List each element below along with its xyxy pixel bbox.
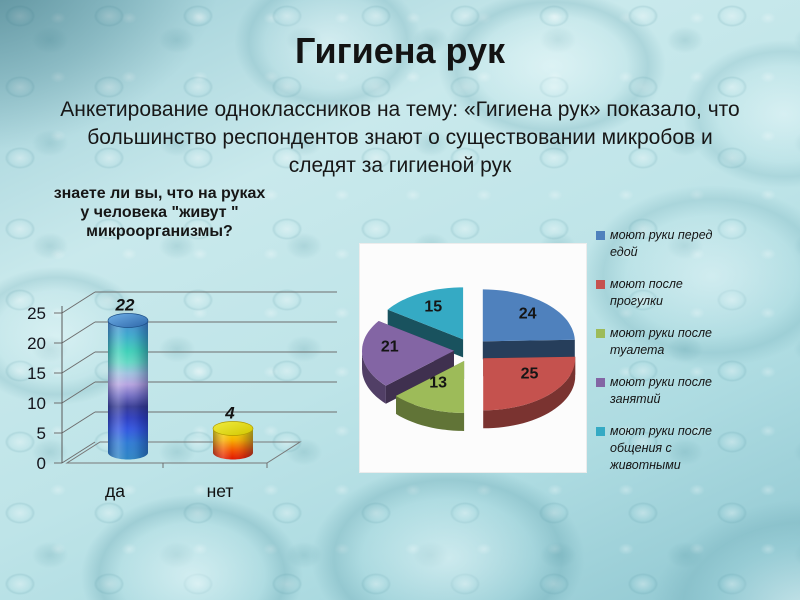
legend-item: моют руки после туалета xyxy=(596,325,716,359)
bar-chart-canvas: 0 5 10 15 20 25 22 да 4 нет xyxy=(27,291,337,501)
pie-value-label: 15 xyxy=(424,299,442,316)
pie-legend: моют руки перед едой моют после прогулки м… xyxy=(596,227,716,489)
legend-swatch-icon xyxy=(596,329,605,338)
pie-value-label: 21 xyxy=(381,339,399,356)
subtitle-line: Анкетирование одноклассников на тему: «Г… xyxy=(60,98,740,121)
legend-item: моют после прогулки xyxy=(596,276,716,310)
slide-subtitle: Анкетирование одноклассников на тему: «Г… xyxy=(36,96,764,180)
legend-item: моют руки после занятий xyxy=(596,374,716,408)
bar-cylinder-нет xyxy=(212,421,254,460)
pie-chart-panel: 24 25 13 21 15 xyxy=(359,243,587,473)
pie-slice-3 xyxy=(362,321,454,404)
legend-item: моют руки после общения с животными xyxy=(596,423,716,474)
pie-chart-canvas: 24 25 13 21 15 xyxy=(362,287,576,431)
legend-swatch-icon xyxy=(596,280,605,289)
bar-y-tick-label: 15 xyxy=(27,364,46,383)
bar-cylinder-да xyxy=(107,313,149,460)
bar-chart-title-line: знаете ли вы, что на руках xyxy=(53,185,266,202)
bar-chart-title: знаете ли вы, что на руках у человека "ж… xyxy=(42,184,277,241)
bar-category-label: да xyxy=(105,481,125,501)
bar-category-label: нет xyxy=(207,481,234,501)
bar-y-tick-label: 25 xyxy=(27,304,46,323)
legend-label: моют руки после туалета xyxy=(610,326,713,357)
legend-swatch-icon xyxy=(596,378,605,387)
pie-value-label: 24 xyxy=(519,306,537,323)
pie-slice-2 xyxy=(396,361,465,431)
bar-chart-title-line: у человека "живут " xyxy=(80,204,239,221)
legend-label: моют после прогулки xyxy=(610,277,683,308)
pie-slice-0 xyxy=(482,289,575,360)
bar-y-tick-label: 5 xyxy=(37,424,46,443)
legend-label: моют руки после занятий xyxy=(610,375,713,406)
subtitle-line: следят за гигиеной рук xyxy=(288,154,512,177)
bar-y-tick-label: 20 xyxy=(27,334,46,353)
legend-item: моют руки перед едой xyxy=(596,227,716,261)
pie-slice-4 xyxy=(387,287,464,358)
bar-y-tick-label: 10 xyxy=(27,394,46,413)
legend-label: моют руки после общения с животными xyxy=(610,424,713,472)
pie-slice-1 xyxy=(483,356,576,429)
bar-value-label: 4 xyxy=(224,404,235,423)
legend-label: моют руки перед едой xyxy=(610,228,713,259)
bar-gridlines xyxy=(54,291,337,468)
page-title: Гигиена рук xyxy=(294,30,506,71)
bar-y-tick-label: 0 xyxy=(37,454,46,473)
legend-swatch-icon xyxy=(596,427,605,436)
legend-swatch-icon xyxy=(596,231,605,240)
bar-chart-title-line: микроорганизмы? xyxy=(86,223,233,240)
pie-value-label: 13 xyxy=(429,375,447,392)
bar-value-label: 22 xyxy=(115,296,135,315)
pie-value-label: 25 xyxy=(521,365,539,382)
subtitle-line: большинство респондентов знают о существ… xyxy=(87,126,713,149)
